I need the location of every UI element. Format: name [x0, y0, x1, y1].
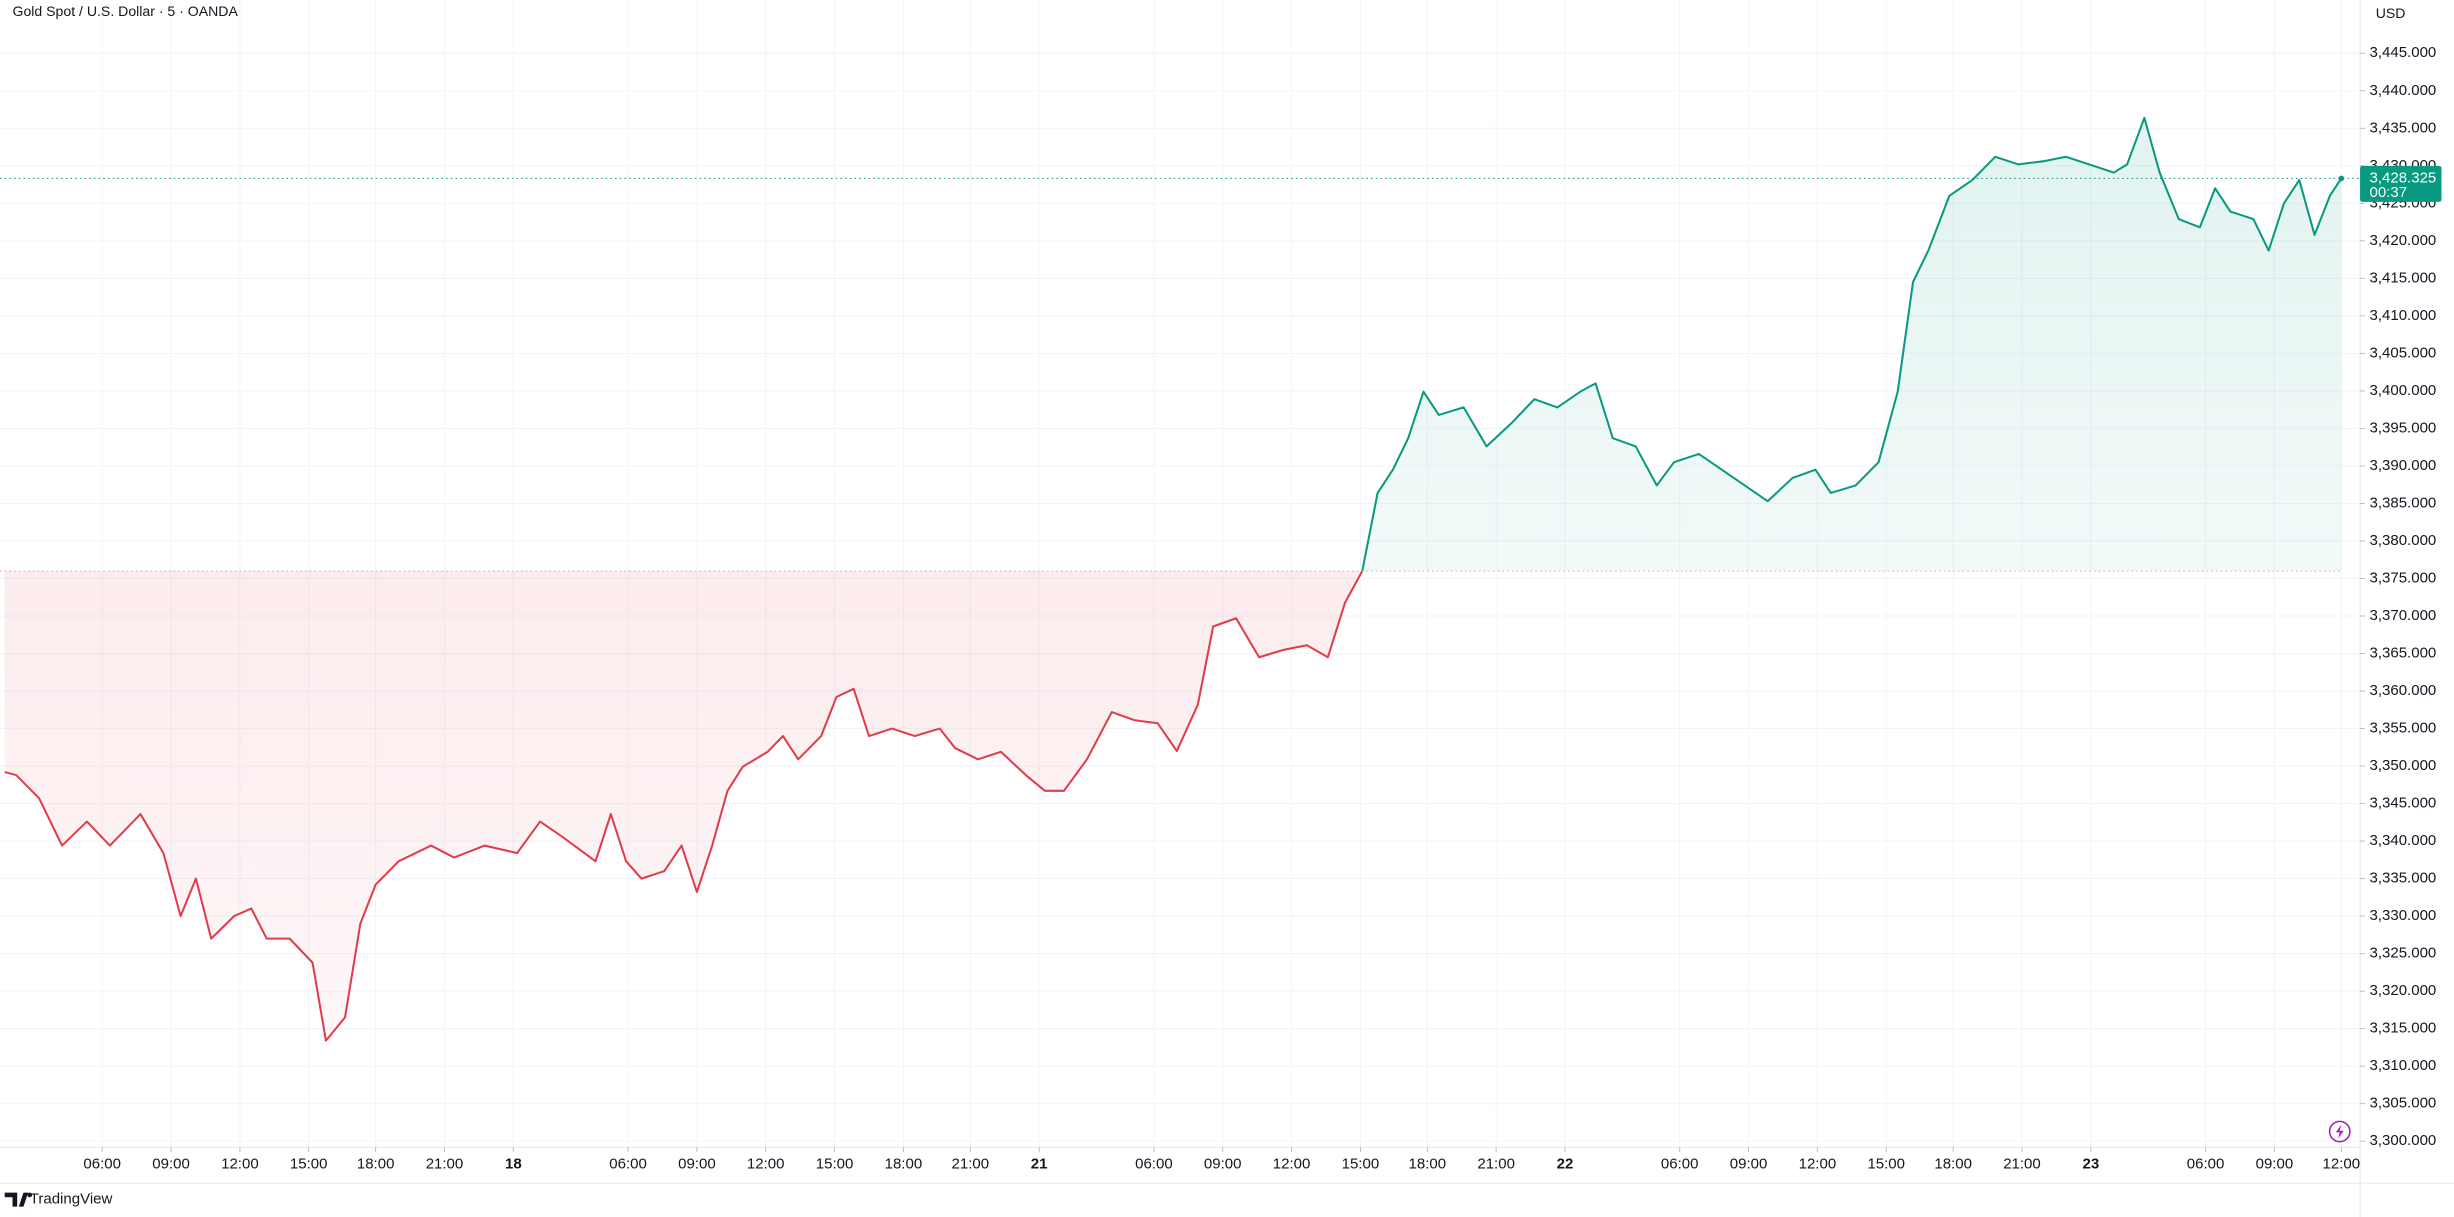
x-tick-label: 18:00: [1934, 1155, 1972, 1172]
y-tick-label: 3,415.000: [2369, 269, 2436, 286]
x-tick-label: 21:00: [952, 1155, 990, 1172]
y-tick-label: 3,315.000: [2369, 1020, 2436, 1037]
y-tick-label: 3,305.000: [2369, 1095, 2436, 1112]
x-tick-label: 18:00: [357, 1155, 395, 1172]
y-tick-label: 3,370.000: [2369, 607, 2436, 624]
x-tick-label: 15:00: [1867, 1155, 1905, 1172]
y-tick-label: 3,335.000: [2369, 870, 2436, 887]
x-tick-label: 09:00: [678, 1155, 716, 1172]
y-tick-label: 3,365.000: [2369, 644, 2436, 661]
x-tick-label: 15:00: [1342, 1155, 1380, 1172]
y-tick-label: 3,395.000: [2369, 419, 2436, 436]
y-tick-label: 3,420.000: [2369, 232, 2436, 249]
last-price-box: [2360, 165, 2442, 202]
y-tick-label: 3,440.000: [2369, 82, 2436, 99]
y-tick-label: 3,300.000: [2369, 1132, 2436, 1149]
x-tick-label: 12:00: [747, 1155, 785, 1172]
x-tick-label: 15:00: [290, 1155, 328, 1172]
x-tick-label: 12:00: [1799, 1155, 1837, 1172]
y-tick-label: 3,340.000: [2369, 832, 2436, 849]
baseline-area: [4, 117, 2342, 1041]
y-tick-label: 3,445.000: [2369, 44, 2436, 61]
x-tick-label: 09:00: [1730, 1155, 1768, 1172]
y-tick-label: 3,380.000: [2369, 532, 2436, 549]
y-tick-label: 3,435.000: [2369, 119, 2436, 136]
x-tick-label: 21:00: [2003, 1155, 2041, 1172]
tradingview-logo: [4, 1192, 33, 1207]
y-tick-label: 3,310.000: [2369, 1057, 2436, 1074]
brand: TradingView: [30, 1191, 113, 1208]
y-tick-label: 3,325.000: [2369, 945, 2436, 962]
x-tick-label: 18:00: [1409, 1155, 1447, 1172]
x-tick-label: 06:00: [83, 1155, 121, 1172]
y-tick-label: 3,345.000: [2369, 795, 2436, 812]
y-tick-label: 3,360.000: [2369, 682, 2436, 699]
y-tick-label: 3,355.000: [2369, 720, 2436, 737]
y-tick-label: 3,410.000: [2369, 307, 2436, 324]
x-tick-label: 06:00: [609, 1155, 647, 1172]
last-price-label: 3,428.325: [2369, 169, 2436, 186]
countdown: 00:37: [2369, 184, 2407, 201]
x-tick-label: 12:00: [2323, 1155, 2361, 1172]
x-tick-label: 21: [1031, 1155, 1048, 1172]
y-tick-label: 3,320.000: [2369, 982, 2436, 999]
y-tick-label: 3,400.000: [2369, 382, 2436, 399]
x-tick-label: 15:00: [816, 1155, 854, 1172]
currency-label: USD: [2376, 5, 2406, 21]
x-tick-label: 06:00: [2187, 1155, 2225, 1172]
x-tick-label: 06:00: [1135, 1155, 1173, 1172]
x-tick-label: 09:00: [1204, 1155, 1242, 1172]
x-tick-label: 21:00: [426, 1155, 464, 1172]
x-tick-label: 21:00: [1477, 1155, 1515, 1172]
x-tick-label: 12:00: [1273, 1155, 1311, 1172]
x-tick-label: 09:00: [152, 1155, 190, 1172]
y-tick-label: 3,350.000: [2369, 757, 2436, 774]
y-tick-label: 3,405.000: [2369, 344, 2436, 361]
y-tick-label: 3,375.000: [2369, 569, 2436, 586]
y-tick-label: 3,390.000: [2369, 457, 2436, 474]
chart-title: Gold Spot / U.S. Dollar · 5 · OANDA: [13, 3, 239, 19]
x-tick-label: 12:00: [221, 1155, 259, 1172]
x-tick-label: 09:00: [2256, 1155, 2294, 1172]
x-tick-label: 23: [2082, 1155, 2099, 1172]
x-tick-label: 18:00: [885, 1155, 923, 1172]
x-tick-label: 06:00: [1661, 1155, 1699, 1172]
price-line: [4, 116, 2343, 1042]
y-tick-label: 3,385.000: [2369, 494, 2436, 511]
x-tick-label: 18: [505, 1155, 522, 1172]
x-tick-label: 22: [1557, 1155, 1574, 1172]
y-tick-label: 3,330.000: [2369, 907, 2436, 924]
last-price-dot: [2338, 175, 2345, 182]
lightning-button[interactable]: [2328, 1120, 2351, 1143]
